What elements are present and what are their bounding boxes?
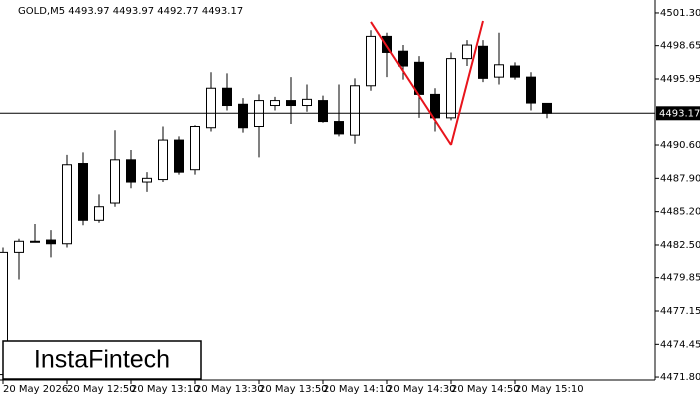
candle-body xyxy=(366,35,376,87)
candle-body xyxy=(174,139,184,173)
candle-body xyxy=(542,102,552,114)
candle-body xyxy=(222,87,232,107)
x-tick-label: 20 May 15:10 xyxy=(515,384,584,395)
candle-body xyxy=(350,85,360,136)
x-tick-label: 20 May 2026 xyxy=(3,384,68,395)
x-tick-label: 20 May 14:30 xyxy=(387,384,456,395)
pattern-line xyxy=(370,21,452,146)
x-tick-label: 20 May 13:30 xyxy=(195,384,264,395)
candle-body xyxy=(78,163,88,221)
y-tick-label: 4474.45 xyxy=(660,339,700,350)
y-tick-label: 4471.80 xyxy=(660,372,700,383)
y-tick-label: 4490.60 xyxy=(660,140,700,151)
chart-title: GOLD,M5 4493.97 4493.97 4492.77 4493.17 xyxy=(18,6,243,17)
candle-body xyxy=(478,45,488,79)
candle-body xyxy=(110,159,120,204)
y-tick-label: 4487.90 xyxy=(660,173,700,184)
candle-body xyxy=(46,239,56,245)
y-tick-label: 4479.85 xyxy=(660,273,700,284)
x-tick-label: 20 May 13:50 xyxy=(259,384,328,395)
y-tick-label: 4498.65 xyxy=(660,41,700,52)
y-tick-label: 4495.95 xyxy=(660,74,700,85)
y-tick-label: 4501.30 xyxy=(660,8,700,19)
y-tick-label: 4482.50 xyxy=(660,240,700,251)
candle-body xyxy=(270,100,280,107)
candle-body xyxy=(494,64,504,78)
candle-body xyxy=(62,164,72,245)
y-tick-label: 4477.15 xyxy=(660,306,700,317)
candle-body xyxy=(238,103,248,129)
candle-body xyxy=(334,121,344,135)
current-price-box xyxy=(656,106,700,121)
current-price-label: 4493.17 xyxy=(659,108,700,119)
logo-box xyxy=(2,340,202,380)
candle-body xyxy=(190,126,200,171)
candle-body xyxy=(462,44,472,60)
candle-body xyxy=(126,159,136,183)
candle-body xyxy=(158,139,168,181)
candle-body xyxy=(206,87,216,129)
candle-body xyxy=(398,50,408,67)
candle-body xyxy=(446,58,456,119)
logo: InstaFintech xyxy=(34,346,170,374)
candle-body xyxy=(510,65,520,78)
candle-body xyxy=(526,76,536,104)
candle-body xyxy=(286,100,296,107)
plot-area xyxy=(0,20,655,378)
candle-body xyxy=(302,98,312,107)
y-tick-label: 4485.20 xyxy=(660,207,700,218)
candle-body xyxy=(14,240,24,253)
candle-body xyxy=(94,206,104,221)
x-tick-label: 20 May 12:50 xyxy=(67,384,136,395)
candle-body xyxy=(318,100,328,123)
candle-body xyxy=(142,177,152,183)
x-tick-label: 20 May 14:10 xyxy=(323,384,392,395)
candle-body xyxy=(430,93,440,119)
pattern-line xyxy=(450,20,484,146)
x-tick-label: 20 May 14:50 xyxy=(451,384,520,395)
candle-body xyxy=(382,35,392,53)
candle-body xyxy=(30,240,40,243)
x-tick-label: 20 May 13:10 xyxy=(131,384,200,395)
